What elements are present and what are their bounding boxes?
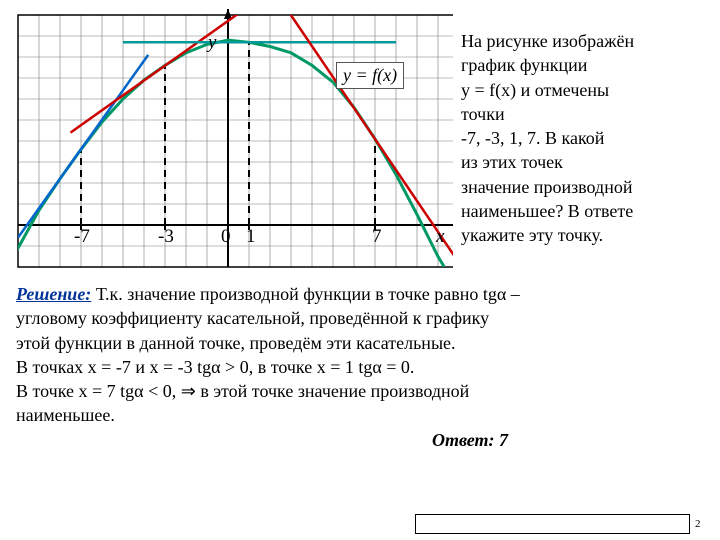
solution-line: наименьшее. — [16, 403, 702, 427]
problem-line: значение производной — [461, 175, 702, 199]
problem-line: -7, -3, 1, 7. В какой — [461, 126, 702, 150]
solution-label: Решение: — [16, 284, 91, 304]
tick-m7: -7 — [74, 226, 90, 248]
function-label: y = f(x) — [343, 65, 397, 85]
problem-line: На рисунке изображён — [461, 29, 702, 53]
solution-line: В точке x = 7 tgα < 0, ⇒ в этой точке зн… — [16, 379, 702, 403]
footer: 2 — [415, 514, 710, 534]
function-label-box: y = f(x) — [336, 62, 404, 89]
page-number: 2 — [690, 514, 701, 534]
derivative-chart: y x 0 -7 -3 1 7 y = f(x) — [8, 4, 453, 274]
problem-line: укажите эту точку. — [461, 223, 702, 247]
solution-line: Решение: Т.к. значение производной функц… — [16, 282, 702, 306]
problem-statement: На рисунке изображён график функции y = … — [453, 4, 712, 274]
problem-line: график функции — [461, 53, 702, 77]
answer-label: Ответ: 7 — [0, 430, 720, 451]
tick-m3: -3 — [158, 226, 174, 248]
problem-line: из этих точек — [461, 150, 702, 174]
tick-1: 1 — [246, 226, 256, 248]
solution-block: Решение: Т.к. значение производной функц… — [0, 274, 720, 428]
x-axis-label: x — [436, 226, 444, 248]
solution-line: этой функции в данной точке, проведём эт… — [16, 331, 702, 355]
tick-7: 7 — [372, 226, 382, 248]
problem-line: наименьшее? В ответе — [461, 199, 702, 223]
solution-line: В точках x = -7 и x = -3 tgα > 0, в точк… — [16, 355, 702, 379]
y-axis-label: y — [208, 32, 216, 54]
solution-line: угловому коэффициенту касательной, прове… — [16, 306, 702, 330]
solution-text: Т.к. значение производной функции в точк… — [91, 284, 519, 304]
footer-box — [415, 514, 690, 534]
origin-label: 0 — [221, 226, 231, 248]
problem-line: y = f(x) и отмечены — [461, 78, 702, 102]
problem-line: точки — [461, 102, 702, 126]
